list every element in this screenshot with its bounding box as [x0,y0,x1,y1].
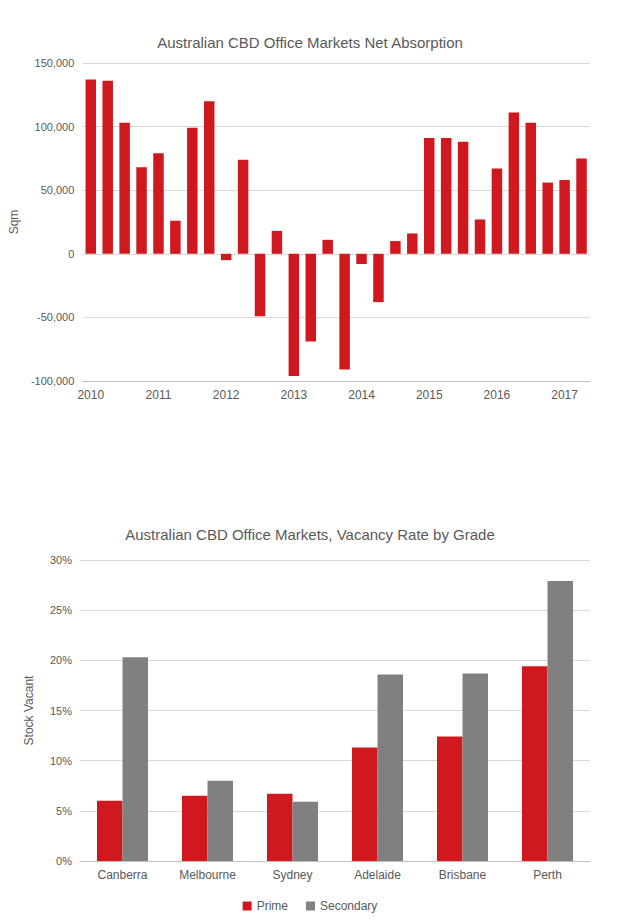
svg-text:Prime: Prime [257,899,289,913]
svg-text:2011: 2011 [146,388,172,402]
svg-text:2016: 2016 [484,388,511,402]
svg-text:20%: 20% [50,654,72,666]
svg-text:5%: 5% [56,805,72,817]
svg-text:0%: 0% [56,855,72,867]
svg-text:2012: 2012 [213,388,240,402]
svg-text:-50,000: -50,000 [37,311,74,323]
svg-text:15%: 15% [50,705,72,717]
svg-text:25%: 25% [50,604,72,616]
svg-text:0: 0 [68,248,74,260]
svg-text:2010: 2010 [77,388,104,402]
svg-text:Secondary: Secondary [320,899,377,913]
svg-text:150,000: 150,000 [35,57,75,69]
svg-text:2017: 2017 [551,388,578,402]
svg-text:2013: 2013 [281,388,308,402]
svg-text:Sydney: Sydney [272,868,312,882]
svg-text:100,000: 100,000 [35,121,75,133]
svg-text:-100,000: -100,000 [31,375,74,387]
svg-text:2014: 2014 [348,388,375,402]
svg-text:50,000: 50,000 [41,184,75,196]
svg-text:Perth: Perth [533,868,562,882]
svg-text:Sqm: Sqm [7,210,21,235]
svg-text:Brisbane: Brisbane [439,868,487,882]
svg-text:2015: 2015 [416,388,443,402]
svg-text:Stock Vacant: Stock Vacant [22,675,36,745]
svg-text:Melbourne: Melbourne [179,868,236,882]
svg-text:30%: 30% [50,554,72,566]
svg-text:10%: 10% [50,755,72,767]
svg-text:Adelaide: Adelaide [354,868,401,882]
svg-text:Australian CBD Office Markets,: Australian CBD Office Markets, Vacancy R… [125,526,495,543]
svg-text:Canberra: Canberra [97,868,147,882]
svg-text:Australian CBD Office Markets: Australian CBD Office Markets Net Absorp… [157,34,463,51]
